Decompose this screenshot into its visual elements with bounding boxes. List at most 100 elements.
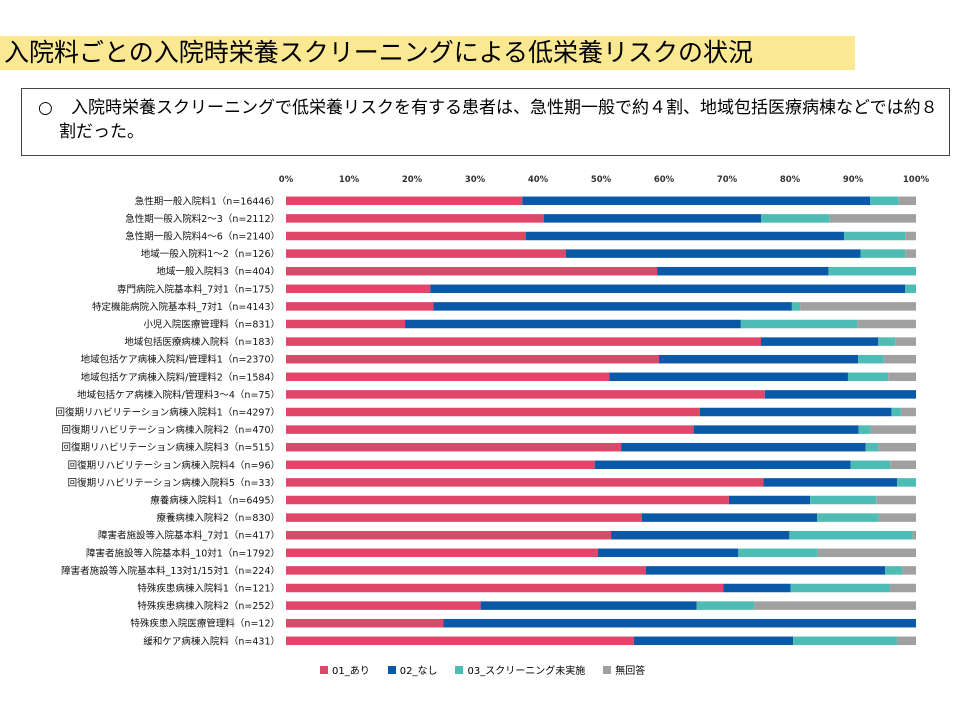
bar-segment bbox=[621, 442, 866, 452]
bar-segment bbox=[829, 214, 916, 223]
bar-segment bbox=[860, 249, 906, 258]
category-label: 回復期リハビリテーション病棟入院料4（n=96） bbox=[68, 459, 280, 471]
bar-segment bbox=[286, 372, 610, 382]
bar-segment bbox=[898, 196, 916, 206]
bar-segment bbox=[793, 636, 898, 646]
bar-segment bbox=[286, 231, 527, 241]
category-label: 地域包括ケア病棟入院料/管理料1（n=2370） bbox=[81, 354, 280, 366]
bar-segment bbox=[763, 478, 898, 487]
category-label: 地域一般入院料1～2（n=126） bbox=[141, 248, 280, 260]
legend-swatch bbox=[320, 665, 328, 674]
bar-segment bbox=[878, 337, 896, 346]
bar-segment bbox=[543, 214, 762, 223]
category-label: 地域包括ケア病棟入院料/管理料3～4（n=75） bbox=[77, 389, 280, 401]
bar-segment bbox=[890, 460, 916, 470]
x-tick-label: 50% bbox=[591, 175, 612, 185]
legend-label: 01_あり bbox=[332, 666, 370, 677]
page-title: 入院料ごとの入院時栄養スクリーニングによる低栄養リスクの状況 bbox=[4, 38, 754, 67]
bar-segment bbox=[878, 513, 916, 522]
bar-segment bbox=[286, 618, 444, 628]
bar-segment bbox=[443, 618, 916, 628]
bar-segment bbox=[286, 460, 595, 470]
legend-item: 03_スクリーニング未実施 bbox=[455, 662, 585, 677]
bar-segment bbox=[761, 214, 830, 223]
category-label: 回復期リハビリテーション病棟入院料5（n=33） bbox=[68, 477, 280, 489]
bar-segment bbox=[286, 513, 642, 522]
legend-item: 01_あり bbox=[320, 662, 370, 677]
category-label: 地域包括医療病棟入院料（n=183） bbox=[124, 336, 280, 348]
bar-segment bbox=[286, 214, 544, 223]
bar-segment bbox=[888, 372, 916, 382]
bar-segment bbox=[800, 302, 916, 311]
bar-segment bbox=[897, 478, 916, 487]
bar-segment bbox=[844, 231, 906, 241]
bar-segment bbox=[286, 583, 724, 593]
x-tick-label: 20% bbox=[402, 175, 423, 185]
category-label: 特殊疾患病棟入院料1（n=121） bbox=[137, 583, 280, 595]
bar-segment bbox=[565, 249, 861, 258]
category-label: 地域一般入院料3（n=404） bbox=[156, 266, 280, 278]
x-tick-label: 60% bbox=[654, 175, 675, 185]
bar-segment bbox=[902, 566, 916, 575]
bar-segment bbox=[286, 390, 765, 399]
category-label: 回復期リハビリテーション病棟入院料1（n=4297） bbox=[55, 407, 280, 419]
legend-label: 03_スクリーニング未実施 bbox=[467, 666, 586, 677]
title-banner bbox=[0, 36, 855, 70]
bar-segment bbox=[889, 583, 916, 593]
legend-swatch bbox=[387, 665, 396, 674]
bar-segment bbox=[286, 566, 646, 575]
bar-segment bbox=[865, 442, 879, 452]
bar-segment bbox=[876, 495, 916, 505]
bar-segment bbox=[286, 425, 694, 434]
category-label: 障害者施設等入院基本料_7対1（n=417） bbox=[98, 530, 280, 542]
category-label: 療養病棟入院料2（n=830） bbox=[156, 512, 280, 524]
bar-segment bbox=[286, 319, 406, 329]
x-tick-label: 90% bbox=[843, 175, 864, 185]
legend-item: 02_なし bbox=[387, 662, 438, 677]
bar-segment bbox=[885, 566, 903, 575]
bar-segment bbox=[723, 583, 791, 593]
category-label: 小児入院医療管理料（n=831） bbox=[143, 319, 280, 331]
category-label: 障害者施設等入院基本料_10対1（n=1792） bbox=[86, 547, 280, 559]
bar-segment bbox=[597, 548, 739, 558]
bar-segment bbox=[912, 530, 916, 540]
bar-segment bbox=[609, 372, 848, 382]
x-tick-label: 80% bbox=[780, 175, 801, 185]
category-label: 回復期リハビリテーション病棟入院料2（n=470） bbox=[62, 424, 280, 436]
bar-segment bbox=[850, 460, 891, 470]
category-label: 専門病院入院基本料_7対1（n=175） bbox=[117, 283, 280, 295]
category-label: 特殊疾患入院医療管理料（n=12） bbox=[130, 618, 280, 630]
bar-segment bbox=[286, 196, 523, 206]
category-label: 急性期一般入院料1（n=16446） bbox=[135, 195, 280, 207]
bar-segment bbox=[633, 636, 794, 646]
category-label: 特殊疾患病棟入院料2（n=252） bbox=[137, 600, 280, 612]
category-label: 療養病棟入院料1（n=6495） bbox=[150, 495, 280, 507]
bar-segment bbox=[286, 548, 598, 558]
bar-segment bbox=[641, 513, 818, 522]
bar-segment bbox=[286, 266, 658, 276]
bar-segment bbox=[870, 425, 916, 434]
bar-segment bbox=[430, 284, 906, 294]
bar-segment bbox=[905, 231, 916, 241]
bar-segment bbox=[286, 636, 634, 646]
bar-segment bbox=[789, 530, 913, 540]
bar-segment bbox=[286, 495, 729, 505]
bar-segment bbox=[693, 425, 859, 434]
x-tick-label: 30% bbox=[465, 175, 486, 185]
x-tick-label: 100% bbox=[903, 175, 930, 185]
bar-segment bbox=[905, 284, 916, 294]
category-label: 特定機能病院入院基本料_7対1（n=4143） bbox=[92, 301, 280, 313]
bar-segment bbox=[817, 548, 916, 558]
bar-segment bbox=[433, 302, 792, 311]
bar-segment bbox=[905, 249, 916, 258]
legend-swatch bbox=[455, 665, 464, 674]
bar-segment bbox=[791, 302, 801, 311]
bar-segment bbox=[594, 460, 851, 470]
summary-box: ○ 入院時栄養スクリーニングで低栄養リスクを有する患者は、急性期一般で約４割、地… bbox=[21, 88, 950, 156]
legend-label: 無回答 bbox=[615, 666, 646, 677]
legend-label: 02_なし bbox=[399, 666, 438, 677]
bar-segment bbox=[286, 442, 622, 452]
bar-segment bbox=[891, 407, 901, 417]
category-label: 地域包括ケア病棟入院料/管理料2（n=1584） bbox=[81, 371, 280, 383]
